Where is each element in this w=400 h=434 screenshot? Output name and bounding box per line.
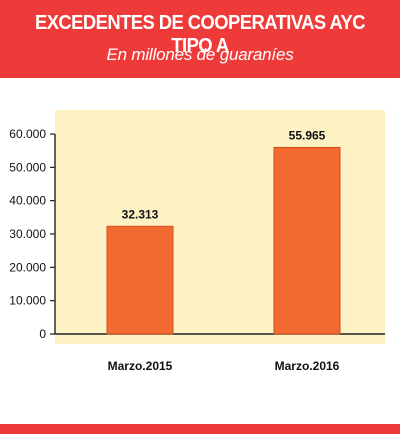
chart-subtitle: En millones de guaraníes xyxy=(106,45,294,64)
chart-title: EXCEDENTES DE COOPERATIVAS AYC TIPO A xyxy=(34,12,366,57)
y-tick-label: 20.000 xyxy=(9,260,46,274)
bar-marzo-2016 xyxy=(273,146,341,335)
y-tick-label: 40.000 xyxy=(9,194,46,208)
data-label: 55.965 xyxy=(289,128,326,142)
bottom-rule xyxy=(0,424,400,434)
x-category-label: Marzo.2016 xyxy=(275,359,340,373)
y-tick-label: 50.000 xyxy=(9,160,46,174)
y-tick-label: 0 xyxy=(39,327,46,341)
chart-header: EXCEDENTES DE COOPERATIVAS AYC TIPO A En… xyxy=(0,0,400,78)
y-tick-label: 30.000 xyxy=(9,227,46,241)
y-tick-label: 10.000 xyxy=(9,294,46,308)
x-category-label: Marzo.2015 xyxy=(108,359,173,373)
data-label: 32.313 xyxy=(122,207,159,221)
y-tick-label: 60.000 xyxy=(9,127,46,141)
bar-marzo-2015 xyxy=(106,225,174,335)
